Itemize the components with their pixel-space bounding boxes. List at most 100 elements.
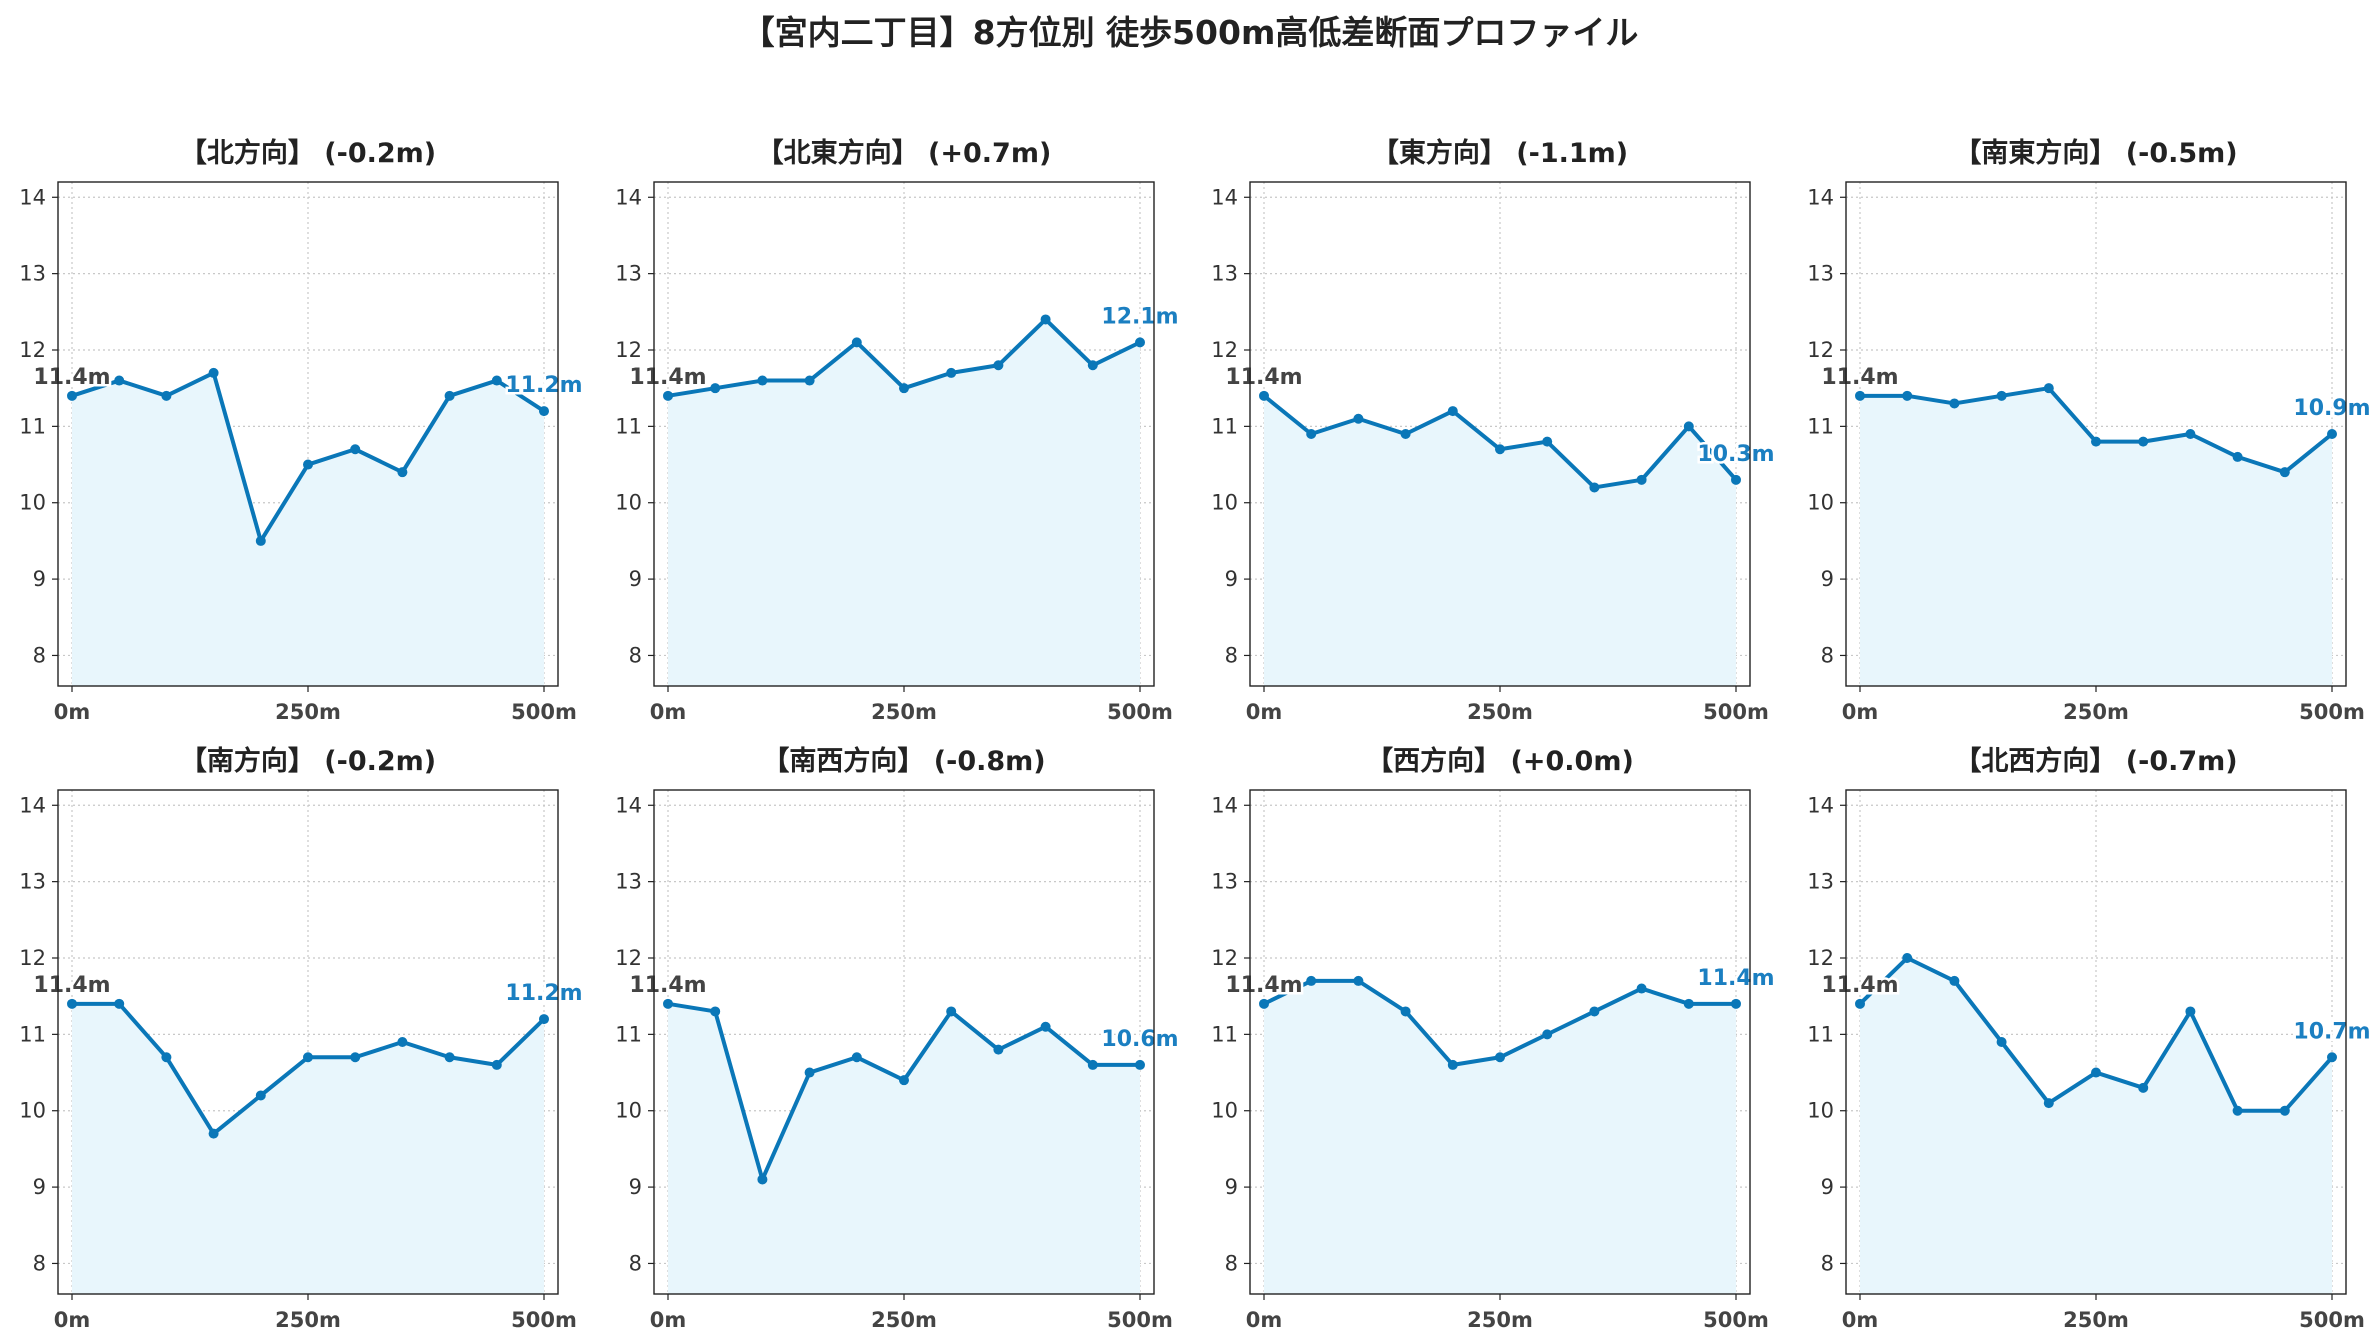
elevation-point xyxy=(444,390,455,401)
elevation-point xyxy=(804,375,815,386)
elevation-point xyxy=(757,375,768,386)
elevation-point xyxy=(1306,429,1317,439)
elevation-point xyxy=(67,390,77,401)
elevation-point xyxy=(1259,390,1269,401)
elevation-point xyxy=(67,998,77,1009)
panels: 【北方向】 (-0.2m) 8 9 10 11 12 13 14 0m 250m 500m 11.4m… xyxy=(19,137,2373,1332)
elevation-area xyxy=(72,372,544,686)
elevation-point xyxy=(161,1052,172,1063)
panel-3: 【東方向】 (-1.1m) 8 9 10 11 12 13 14 0m 250m 500m 11.4m… xyxy=(1211,137,1777,724)
elevation-area xyxy=(1264,980,1736,1294)
y-tick-label: 10 xyxy=(615,491,642,515)
x-tick-label: 500m xyxy=(1703,700,1769,724)
y-tick-label: 9 xyxy=(1821,1175,1834,1199)
y-tick-label: 11 xyxy=(19,414,46,438)
y-tick-label: 12 xyxy=(615,946,642,970)
elevation-point xyxy=(1040,314,1051,325)
elevation-point xyxy=(1135,337,1145,348)
x-tick-label: 0m xyxy=(650,1308,687,1332)
x-tick-label: 500m xyxy=(1703,1308,1769,1332)
y-tick-label: 13 xyxy=(19,870,46,894)
start-elevation-label: 11.4m xyxy=(1225,973,1302,998)
elevation-point xyxy=(663,390,673,401)
elevation-point xyxy=(1683,421,1694,432)
elevation-point xyxy=(2091,1067,2101,1078)
y-tick-label: 13 xyxy=(1807,262,1834,286)
y-tick-label: 12 xyxy=(1807,338,1834,362)
x-tick-label: 500m xyxy=(2299,700,2365,724)
y-tick-label: 8 xyxy=(629,643,642,667)
panel-8: 【北西方向】 (-0.7m) 8 9 10 11 12 13 14 0m 250m 500m 11.4… xyxy=(1807,745,2373,1332)
y-tick-label: 14 xyxy=(19,185,46,209)
y-tick-label: 10 xyxy=(1807,491,1834,515)
elevation-point xyxy=(1636,983,1647,994)
y-tick-label: 14 xyxy=(19,793,46,817)
elevation-point xyxy=(303,459,313,470)
y-tick-label: 12 xyxy=(1807,946,1834,970)
end-elevation-label: 12.1m xyxy=(1101,304,1178,329)
y-tick-label: 9 xyxy=(1225,567,1238,591)
panel-4: 【南東方向】 (-0.5m) 8 9 10 11 12 13 14 0m 250m 500m 11.4… xyxy=(1807,137,2373,724)
panel-5: 【南方向】 (-0.2m) 8 9 10 11 12 13 14 0m 250m 500m 11.4m… xyxy=(19,745,585,1332)
elevation-area xyxy=(668,1003,1140,1294)
y-tick-label: 10 xyxy=(19,1099,46,1123)
y-tick-label: 9 xyxy=(629,567,642,591)
y-tick-label: 10 xyxy=(1807,1099,1834,1123)
y-tick-label: 8 xyxy=(1821,643,1834,667)
y-tick-label: 13 xyxy=(19,262,46,286)
elevation-point xyxy=(1353,975,1364,986)
x-tick-label: 250m xyxy=(2063,1308,2129,1332)
x-tick-label: 500m xyxy=(511,700,577,724)
axes-frame xyxy=(57,181,559,687)
panel-title: 【北方向】 (-0.2m) xyxy=(180,137,436,169)
panel-title: 【北西方向】 (-0.7m) xyxy=(1954,745,2237,777)
x-tick-label: 500m xyxy=(1107,1308,1173,1332)
panel-7: 【西方向】 (+0.0m) 8 9 10 11 12 13 14 0m 250m 500m 11.4m… xyxy=(1211,745,1777,1332)
elevation-point xyxy=(491,1059,502,1070)
end-elevation-label: 11.4m xyxy=(1697,966,1774,991)
y-tick-label: 12 xyxy=(615,338,642,362)
elevation-point xyxy=(2327,429,2337,439)
elevation-point xyxy=(397,1037,408,1047)
figure-title: 【宮内二丁目】8方位別 徒歩500m高低差断面プロファイル xyxy=(742,13,1639,52)
panel-title: 【東方向】 (-1.1m) xyxy=(1372,137,1628,169)
x-tick-label: 250m xyxy=(1467,1308,1533,1332)
x-tick-label: 500m xyxy=(1107,700,1173,724)
y-tick-label: 10 xyxy=(615,1099,642,1123)
elevation-point xyxy=(1400,1006,1411,1017)
y-tick-label: 13 xyxy=(1807,870,1834,894)
start-elevation-label: 11.4m xyxy=(629,365,706,390)
elevation-point xyxy=(303,1052,313,1063)
y-tick-label: 12 xyxy=(1211,946,1238,970)
elevation-point xyxy=(2279,467,2290,478)
start-elevation-label: 11.4m xyxy=(1225,365,1302,390)
start-elevation-label: 11.4m xyxy=(1821,973,1898,998)
y-tick-label: 12 xyxy=(19,946,46,970)
panel-title: 【南西方向】 (-0.8m) xyxy=(762,745,1045,777)
end-elevation-label: 11.2m xyxy=(505,981,582,1006)
y-tick-label: 8 xyxy=(33,1251,46,1275)
y-tick-label: 9 xyxy=(1821,567,1834,591)
y-tick-label: 9 xyxy=(33,567,46,591)
elevation-point xyxy=(1259,998,1269,1009)
end-elevation-label: 10.6m xyxy=(1101,1027,1178,1052)
elevation-point xyxy=(2232,1105,2243,1116)
y-tick-label: 10 xyxy=(19,491,46,515)
elevation-point xyxy=(114,998,125,1009)
elevation-point xyxy=(663,998,673,1009)
elevation-point xyxy=(2138,1082,2149,1093)
elevation-point xyxy=(1495,1052,1505,1063)
y-tick-label: 8 xyxy=(629,1251,642,1275)
start-elevation-label: 11.4m xyxy=(1821,365,1898,390)
elevation-point xyxy=(710,1006,721,1017)
y-tick-label: 13 xyxy=(615,262,642,286)
axes-frame xyxy=(57,789,559,1295)
elevation-area xyxy=(72,1003,544,1294)
elevation-point xyxy=(491,375,502,386)
elevation-point xyxy=(1087,1059,1098,1070)
x-tick-label: 500m xyxy=(511,1308,577,1332)
y-tick-label: 14 xyxy=(615,793,642,817)
elevation-point xyxy=(899,1075,909,1086)
elevation-point xyxy=(1731,474,1741,485)
